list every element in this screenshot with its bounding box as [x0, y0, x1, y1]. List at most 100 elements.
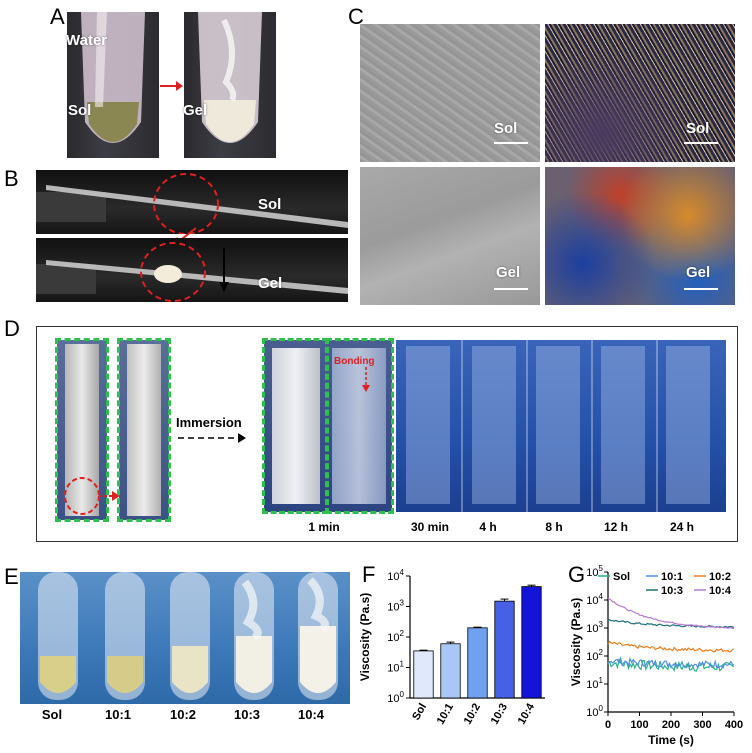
g-xtick-label: 300 — [693, 719, 711, 731]
g-ytick-label: 104 — [586, 592, 603, 607]
f-ytick-label: 103 — [387, 599, 404, 614]
scalebar-c4 — [684, 288, 718, 290]
time-label-24h: 24 h — [669, 520, 694, 534]
f-category-label: 10:2 — [462, 702, 483, 727]
g-xtick-label: 200 — [662, 719, 680, 731]
slide-sol-photo — [36, 170, 348, 234]
g-ytick-label: 101 — [586, 676, 603, 691]
cuvette-series-drawing — [406, 340, 710, 512]
f-ytick-label: 102 — [387, 629, 404, 644]
vial-label-10-4: 10:4 — [297, 707, 325, 722]
g-ytick-label: 105 — [586, 564, 603, 579]
g-xtick-label: 400 — [725, 719, 743, 731]
time-label-30min: 30 min — [410, 520, 449, 534]
f-category-label: Sol — [410, 702, 429, 723]
vials-drawing — [38, 572, 338, 700]
tube-sol-photo — [67, 12, 159, 158]
label-gel-b: Gel — [258, 275, 283, 292]
g-series-line — [607, 597, 735, 630]
f-bar — [467, 627, 488, 699]
time-label-8h: 8 h — [545, 520, 563, 534]
label-water: Water — [66, 32, 108, 49]
dashbox-strip-2 — [117, 338, 171, 522]
label-gel-c2: Gel — [686, 264, 711, 281]
panel-label-g: G — [568, 562, 586, 587]
foil-strip-2 — [119, 340, 169, 520]
f-category-label: 10:4 — [516, 701, 538, 727]
vials-photo — [20, 572, 350, 704]
chart-f-viscosity-bars: 100 101 102 103 104 Sol 10:1 10:2 10:3 10:4 Viscos… — [358, 568, 545, 727]
f-bar — [440, 643, 461, 699]
label-sol-c1: Sol — [494, 120, 518, 137]
g-ytick-label: 100 — [586, 704, 603, 719]
arrow-bonding — [362, 367, 370, 392]
micrograph-gel-bright — [360, 167, 540, 305]
label-sol-a: Sol — [68, 102, 92, 119]
label-sol-c2: Sol — [686, 120, 710, 137]
g-ytick-label: 103 — [586, 620, 603, 635]
f-bar — [494, 600, 515, 699]
foil-2-surface — [127, 344, 161, 516]
g-legend-label: 10:4 — [709, 585, 732, 597]
vial-label-sol: Sol — [41, 707, 63, 722]
label-gel-a: Gel — [183, 102, 208, 119]
time-label-1min: 1 min — [308, 520, 340, 534]
panel-label-f: F — [362, 562, 376, 587]
f-ytick-label: 101 — [387, 660, 404, 675]
g-series-line — [607, 640, 735, 653]
label-gel-c1: Gel — [496, 264, 521, 281]
cuvette-1min-foil — [272, 348, 320, 504]
panel-label-e: E — [4, 564, 19, 589]
micrograph-sol-bright — [360, 24, 540, 162]
slide-gel-photo — [36, 238, 348, 302]
g-ylabel: Viscosity (Pa.s) — [570, 598, 583, 687]
f-category-label: 10:1 — [435, 702, 456, 727]
slide-sol-drawing — [36, 173, 348, 234]
g-legend-label: Sol — [613, 571, 630, 583]
scalebar-c2 — [684, 142, 718, 144]
circle-marker-d — [64, 477, 120, 515]
slide-gel-drawing — [36, 242, 348, 302]
panel-d-frame — [36, 326, 738, 542]
arrow-immersion — [178, 433, 246, 443]
time-label-12h: 12 h — [603, 520, 628, 534]
cuvette-1min-water — [332, 348, 386, 504]
f-ytick-label: 100 — [387, 690, 404, 705]
panel-label-d: D — [4, 316, 20, 341]
g-xtick-label: 0 — [605, 719, 611, 731]
cuvette-series-photo — [396, 340, 726, 512]
panel-label-c: C — [348, 4, 364, 29]
g-legend-label: 10:2 — [709, 571, 731, 583]
f-category-label: 10:3 — [489, 702, 510, 727]
label-sol-b: Sol — [258, 196, 282, 213]
micrograph-sol-polarized — [545, 24, 735, 162]
scalebar-c1 — [494, 142, 528, 144]
label-immersion: Immersion — [176, 415, 242, 430]
tube-gel-photo — [184, 12, 276, 158]
micrograph-gel-polarized — [545, 167, 735, 305]
scalebar-c3 — [494, 288, 528, 290]
tube-sol-drawing — [81, 12, 145, 143]
f-bar — [521, 586, 542, 699]
tube-gel-drawing — [198, 12, 262, 143]
panel-label-b: B — [4, 166, 19, 191]
dashbox-strip-1 — [55, 338, 109, 522]
vial-label-10-3: 10:3 — [233, 707, 261, 722]
g-legend-label: 10:1 — [661, 571, 683, 583]
f-ytick-label: 104 — [387, 568, 404, 583]
dashbox-cuvette-a — [262, 338, 328, 514]
f-ylabel: Viscosity (Pa.s) — [358, 593, 372, 682]
g-series-line — [607, 656, 735, 670]
g-ytick-label: 102 — [586, 648, 603, 663]
f-bar — [413, 650, 434, 699]
g-xlabel: Time (s) — [648, 733, 694, 747]
g-xtick-label: 100 — [630, 719, 648, 731]
g-legend-label: 10:3 — [661, 585, 683, 597]
label-bonding: Bonding — [334, 356, 375, 367]
vial-label-10-2: 10:2 — [169, 707, 197, 722]
foil-1-surface — [65, 344, 99, 516]
vial-label-10-1: 10:1 — [104, 707, 132, 722]
g-series-line — [607, 619, 735, 629]
time-label-4h: 4 h — [479, 520, 497, 534]
